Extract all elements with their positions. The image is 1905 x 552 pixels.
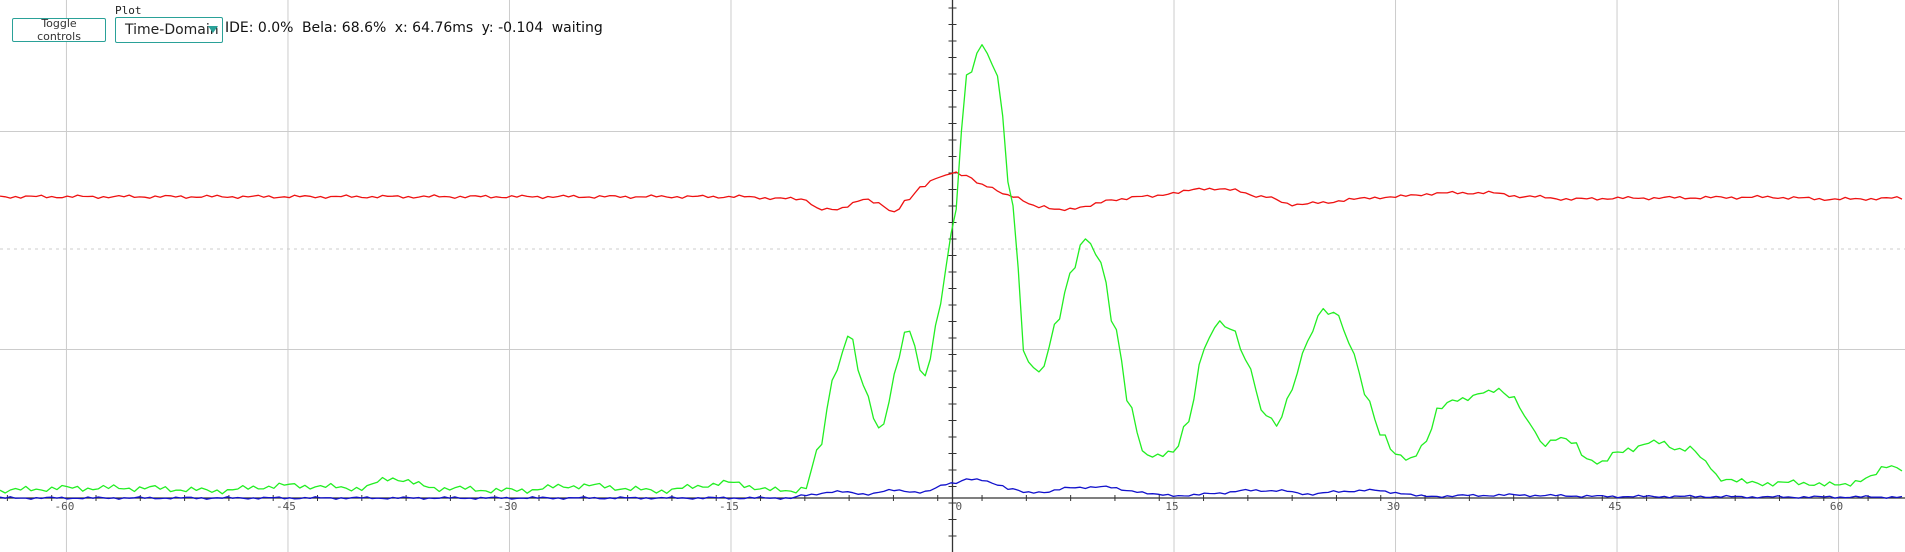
dropdown-caret-icon (208, 26, 218, 33)
cursor-x-readout: x: 64.76ms (394, 20, 474, 36)
x-tick-label: -15 (719, 500, 739, 513)
x-tick-label: 15 (1165, 500, 1178, 513)
x-tick-label: 0 (956, 500, 963, 513)
trace-green (0, 44, 1903, 495)
x-tick-label: 45 (1608, 500, 1621, 513)
bela-cpu-readout: Bela: 68.6% (301, 20, 387, 36)
trigger-state-readout: waiting (551, 20, 603, 36)
toggle-controls-button[interactable]: Toggle controls (12, 17, 106, 43)
x-tick-label: -60 (55, 500, 75, 513)
x-tick-label: 30 (1387, 500, 1400, 513)
cursor-y-readout: y: -0.104 (481, 20, 544, 36)
trace-blue (0, 478, 1903, 500)
plot-mode-select[interactable]: Time-Domain (115, 17, 223, 43)
status-readout: IDE: 0.0% Bela: 68.6% x: 64.76ms y: -0.1… (225, 20, 607, 36)
ide-cpu-readout: IDE: 0.0% (225, 20, 294, 36)
x-tick-label: -45 (276, 500, 296, 513)
x-tick-label: 60 (1830, 500, 1843, 513)
plot-mode-value: Time-Domain (125, 22, 219, 38)
x-tick-labels: -60 -45 -30 -15 0 15 30 45 60 (55, 500, 1844, 513)
plot-traces (0, 44, 1903, 500)
x-tick-label: -30 (498, 500, 518, 513)
trace-red (0, 171, 1903, 213)
